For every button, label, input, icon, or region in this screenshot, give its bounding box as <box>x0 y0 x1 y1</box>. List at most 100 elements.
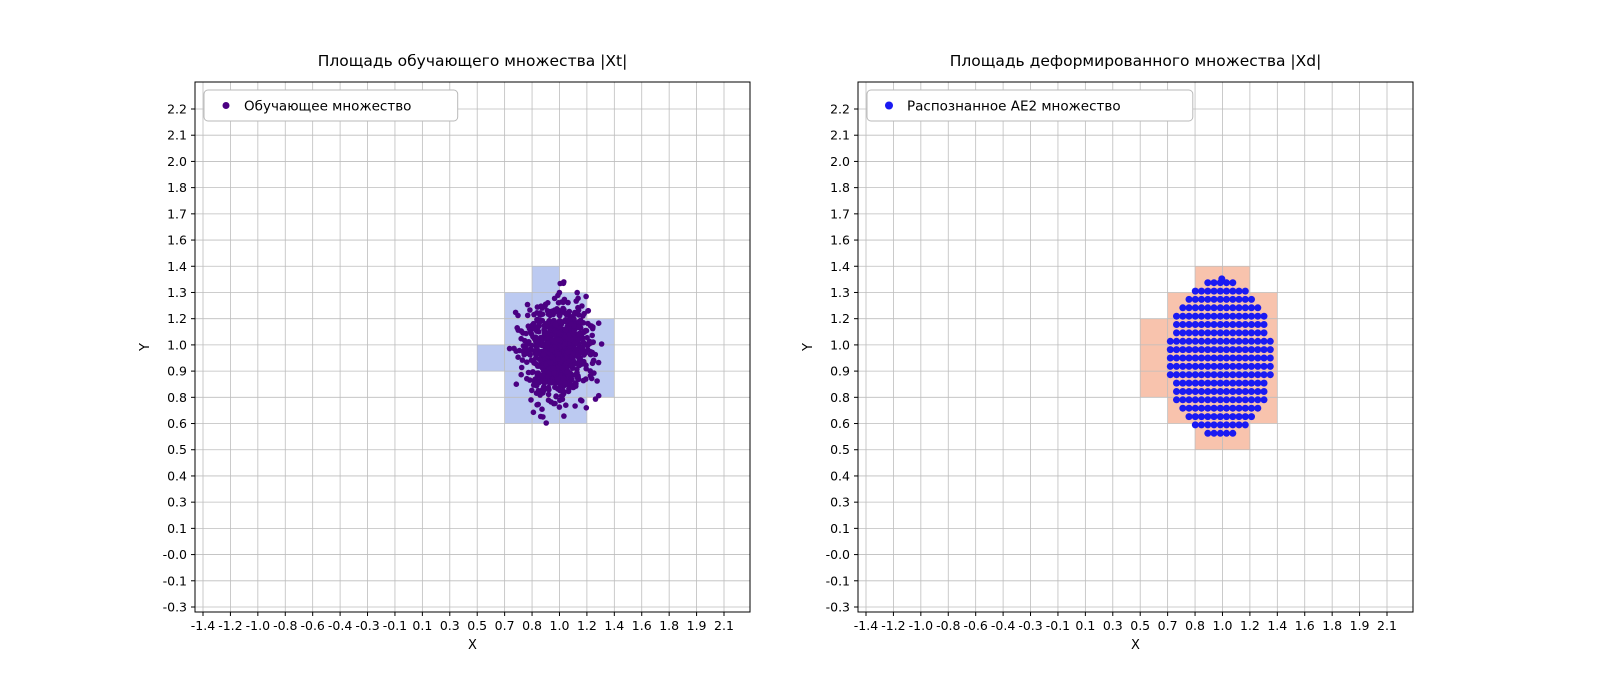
y-tick-label: 0.4 <box>830 468 850 483</box>
y-tick-label: 0.3 <box>830 495 850 510</box>
y-tick-label: 1.6 <box>167 233 187 248</box>
y-tick-label: -0.1 <box>826 573 850 588</box>
x-tick-label: -0.8 <box>273 618 297 633</box>
x-tick-label: 1.6 <box>632 618 652 633</box>
legend-box <box>866 89 1194 122</box>
y-tick-label: 1.4 <box>167 259 187 274</box>
x-axis-label: X <box>468 638 477 653</box>
axes-background <box>195 82 750 612</box>
x-tick-label: 0.1 <box>1075 618 1095 633</box>
x-tick-label: 2.1 <box>714 618 734 633</box>
y-tick-label: 0.1 <box>167 521 187 536</box>
x-tick-label: -1.4 <box>854 618 878 633</box>
axes-background <box>858 82 1413 612</box>
y-tick-label: 0.5 <box>167 442 187 457</box>
x-tick-label: 1.9 <box>687 618 707 633</box>
y-tick-label: 1.0 <box>830 337 850 352</box>
y-tick-label: -0.3 <box>163 600 187 615</box>
grid <box>858 82 1413 612</box>
x-tick-label: 1.8 <box>1322 618 1342 633</box>
legend-label: Распознанное AE2 множество <box>907 98 1121 114</box>
x-tick-label: -0.4 <box>991 618 1015 633</box>
x-tick-label: -0.3 <box>1018 618 1042 633</box>
y-tick-label: 2.1 <box>167 128 187 143</box>
x-tick-label: 1.4 <box>1267 618 1287 633</box>
y-tick-label: 2.2 <box>830 102 850 117</box>
region-cell <box>586 344 615 372</box>
region-cell <box>532 266 560 293</box>
y-tick-label: -0.1 <box>163 573 187 588</box>
y-tick-label: 1.8 <box>830 180 850 195</box>
y-axis-label: Y <box>138 343 153 352</box>
y-tick-label: 0.6 <box>167 416 187 431</box>
legend-marker-dot <box>222 102 230 109</box>
x-tick-label: -1.0 <box>909 618 933 633</box>
x-tick-label: 1.9 <box>1350 618 1370 633</box>
legend-label: Обучающее множество <box>244 98 411 114</box>
y-tick-label: -0.3 <box>826 600 850 615</box>
scatter-points <box>506 279 605 426</box>
plot-0: -1.4 -1.2 -1.0 -0.8 -0.6 -0.4 -0.3 -0.1 0.1 0.3 0.… <box>138 52 751 653</box>
y-tick-label: 1.6 <box>830 233 850 248</box>
y-tick-label: 2.1 <box>830 128 850 143</box>
x-tick-label: 0.5 <box>1130 618 1150 633</box>
x-tick-label: -0.1 <box>1046 618 1070 633</box>
y-tick-label: 0.8 <box>830 390 850 405</box>
tick-labels: -1.4 -1.2 -1.0 -0.8 -0.6 -0.4 -0.3 -0.1 0.1 0.3 0.… <box>163 102 734 634</box>
x-tick-label: 0.7 <box>495 618 515 633</box>
legend: Обучающее множество <box>203 89 459 122</box>
region-cell <box>504 397 532 424</box>
x-tick-label: -0.6 <box>300 618 324 633</box>
scatter-points <box>1166 275 1274 437</box>
y-tick-label: 1.7 <box>167 206 187 221</box>
region-cell <box>477 344 505 372</box>
y-axis-label: Y <box>801 343 816 352</box>
y-tick-label: 1.0 <box>167 337 187 352</box>
y-tick-label: -0.0 <box>163 547 187 562</box>
y-tick-label: 2.0 <box>830 154 850 169</box>
legend: Распознанное AE2 множество <box>866 89 1194 122</box>
y-tick-label: 1.3 <box>167 285 187 300</box>
x-tick-label: 0.3 <box>440 618 460 633</box>
plot-1: -1.4 -1.2 -1.0 -0.8 -0.6 -0.4 -0.3 -0.1 0.1 0.3 0.… <box>801 52 1414 653</box>
x-tick-label: -0.6 <box>963 618 987 633</box>
legend-box <box>203 89 459 122</box>
x-tick-label: 0.1 <box>412 618 432 633</box>
y-tick-label: 1.4 <box>830 259 850 274</box>
y-tick-label: 1.2 <box>167 311 187 326</box>
y-tick-label: 2.2 <box>167 102 187 117</box>
y-tick-label: 0.6 <box>830 416 850 431</box>
plot-title: Площадь обучающего множества |Xt| <box>318 52 628 70</box>
y-tick-label: -0.0 <box>826 547 850 562</box>
x-tick-label: -0.3 <box>355 618 379 633</box>
legend-marker-dot <box>885 101 893 110</box>
x-tick-label: 0.8 <box>522 618 542 633</box>
y-tick-label: 1.8 <box>167 180 187 195</box>
x-tick-label: 0.8 <box>1185 618 1205 633</box>
x-tick-label: -0.1 <box>383 618 407 633</box>
x-tick-label: -1.4 <box>191 618 215 633</box>
region-cell <box>1140 371 1168 398</box>
x-tick-label: 2.1 <box>1377 618 1397 633</box>
y-tick-label: 2.0 <box>167 154 187 169</box>
x-tick-label: 1.4 <box>604 618 624 633</box>
x-tick-label: 1.6 <box>1295 618 1315 633</box>
axes-border <box>857 81 1414 613</box>
region-cell <box>1140 318 1168 345</box>
x-tick-label: 1.2 <box>1240 618 1260 633</box>
plot-title: Площадь деформированного множества |Xd| <box>950 52 1322 70</box>
y-tick-label: 0.5 <box>830 442 850 457</box>
y-tick-label: 0.3 <box>167 495 187 510</box>
x-tick-label: 0.5 <box>467 618 487 633</box>
x-tick-label: -1.0 <box>246 618 270 633</box>
y-tick-label: 0.9 <box>830 364 850 379</box>
x-tick-label: 1.8 <box>659 618 679 633</box>
y-tick-label: 1.7 <box>830 206 850 221</box>
y-tick-label: 1.3 <box>830 285 850 300</box>
x-tick-label: 1.0 <box>1213 618 1233 633</box>
x-tick-label: 0.3 <box>1103 618 1123 633</box>
x-tick-label: -1.2 <box>881 618 905 633</box>
x-tick-label: -0.4 <box>328 618 352 633</box>
